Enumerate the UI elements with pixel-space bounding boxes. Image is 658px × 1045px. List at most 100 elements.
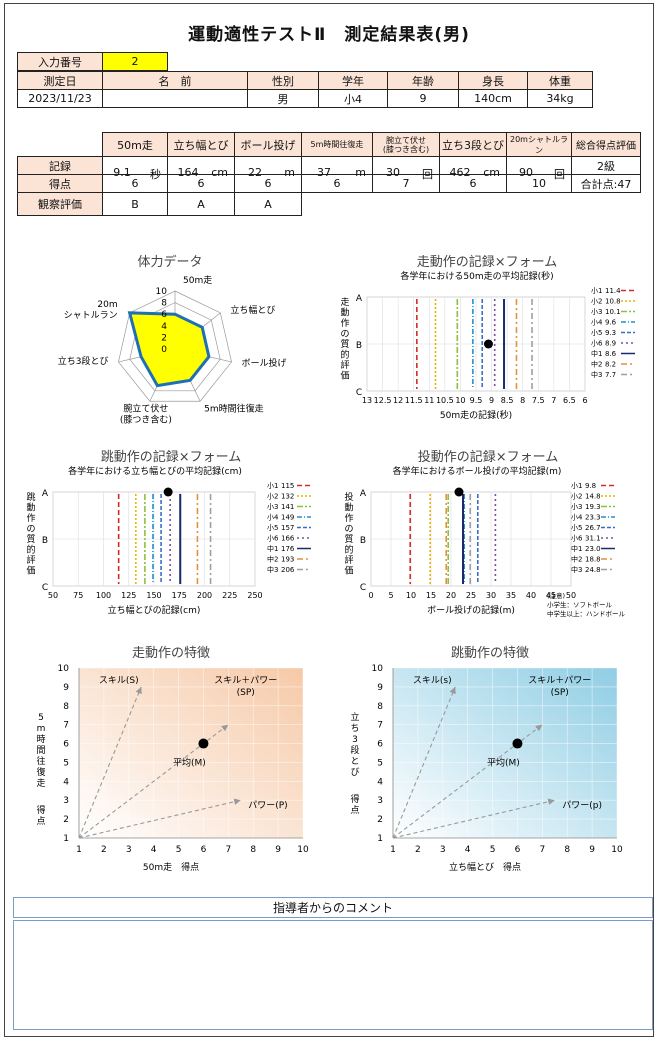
x-axis-label: 50m走 得点 — [143, 861, 199, 873]
obs-cell: B — [102, 192, 168, 216]
legend-value: 23.3 — [585, 514, 601, 522]
x-tick-label: 250 — [247, 591, 262, 600]
legend-name: 小1 — [267, 481, 278, 490]
legend-name: 中3 — [591, 370, 602, 379]
record-cell: 9.1 秒 — [102, 156, 168, 181]
x-axis-label: 立ち幅とびの記録(cm) — [108, 604, 201, 616]
legend-name: 中3 — [267, 565, 278, 574]
record-unit: cm — [483, 165, 500, 179]
legend-value: 8.6 — [605, 350, 617, 358]
legend-value: 10.1 — [605, 308, 621, 316]
jump-record-chart: 各学年における立ち幅とびの平均記録(cm) 50 75 100 125 150 175 200… — [26, 465, 311, 616]
y-axis-label: 跳動作の質的評価 — [26, 491, 35, 577]
y-axis-label: 立ち 3 段とび 得点 — [350, 711, 359, 816]
y-tick-label: 7 — [377, 721, 383, 731]
chart-note: 小学生：ソフトボール — [547, 600, 613, 609]
run-feature-chart: 11 2 2 3 3 4 4 5 5 6 6 7 7 8 8 9 9 10 10 50m走 得点 5 m 時間往復走 得点 ス… — [36, 664, 309, 873]
y-tick-label: C — [360, 583, 366, 593]
x-tick-label: 35 — [506, 591, 516, 600]
record-cell: 30 回 — [372, 156, 440, 181]
x-tick-label: 7 — [539, 845, 545, 855]
score-cell: 6 — [439, 174, 507, 193]
y-tick-label: 5 — [377, 758, 383, 768]
record-unit: m — [284, 165, 295, 179]
results-header: 20mシャトルラン — [506, 132, 572, 157]
trend-arrow — [392, 686, 456, 839]
x-tick-label: 175 — [172, 591, 187, 600]
radar-tick: 6 — [161, 310, 167, 320]
record-cell: 37 m — [301, 156, 373, 179]
x-tick-label: 8 — [520, 396, 525, 405]
x-tick-label: 15 — [426, 591, 436, 600]
radar-tick: 4 — [161, 322, 167, 332]
profile-header: 学年 — [318, 71, 388, 90]
y-tick-label: A — [360, 489, 367, 499]
legend-value: 115 — [281, 482, 294, 490]
legend-value: 23.0 — [585, 545, 601, 553]
profile-value — [102, 89, 248, 108]
run-feature-title: 走動作の特徴 — [131, 646, 210, 661]
y-tick-label: 6 — [377, 740, 383, 750]
legend-value: 7.7 — [605, 371, 616, 379]
profile-header: 測定日 — [17, 71, 103, 90]
y-tick-label: 9 — [377, 683, 383, 693]
jump-feature-section: 跳動作の特徴 1 1 2 2 3 3 4 4 5 5 6 6 7 7 8 8 9 9 10 10 立ち幅とび 得点 立ち 3… — [335, 640, 645, 884]
y-tick-label: 2 — [377, 815, 383, 825]
legend-value: 9.6 — [605, 319, 617, 327]
profile-header: 年齢 — [387, 71, 459, 90]
legend-name: 小3 — [571, 502, 582, 511]
y-tick-label: 4 — [63, 777, 69, 787]
radar-axis-label: 5m時間往復走 — [204, 402, 264, 414]
y-tick-label: B — [356, 341, 362, 351]
x-tick-label: 6 — [201, 845, 207, 855]
x-tick-label: 45 — [546, 591, 556, 600]
x-tick-label: 200 — [197, 591, 212, 600]
y-tick-label: 8 — [377, 702, 383, 712]
y-tick-label: 1 — [63, 834, 69, 844]
legend-value: 8.9 — [605, 340, 616, 348]
radar-axis-label: 20m シャトルラン — [64, 300, 118, 321]
results-header: 立ち幅とび — [167, 132, 235, 157]
x-tick-label: 50 — [566, 591, 576, 600]
record-unit: cm — [211, 165, 228, 179]
y-axis-label: 5 m 時間往復走 得点 — [36, 713, 45, 827]
radar-title: 体力データ — [137, 255, 203, 270]
results-header: ボール投げ — [234, 132, 302, 157]
y-tick-label: 10 — [58, 664, 70, 674]
x-tick-label: 150 — [146, 591, 161, 600]
x-tick-label: 3 — [126, 845, 132, 855]
trend-arrow — [78, 686, 142, 839]
x-tick-label: 225 — [222, 591, 237, 600]
y-tick-label: 3 — [377, 796, 383, 806]
legend-value: 149 — [281, 514, 294, 522]
comment-box[interactable] — [13, 920, 653, 1030]
x-tick-label: 7.5 — [532, 396, 545, 405]
radar-tick: 10 — [156, 287, 168, 297]
legend-name: 小1 — [591, 286, 602, 295]
x-axis-label: 50m走の記録(秒) — [440, 409, 512, 421]
legend-name: 小2 — [591, 297, 602, 306]
x-tick-label: 11 — [424, 396, 434, 405]
run-chart-title: 走動作の記録×フォーム — [416, 255, 558, 270]
obs-cell: A — [234, 192, 302, 216]
profile-header: 名 前 — [102, 71, 248, 90]
radar-axis-label: 腕立て伏せ(膝つき含む) — [120, 402, 172, 425]
legend-name: 中2 — [591, 360, 602, 369]
radar-axis-label: ボール投げ — [242, 357, 287, 369]
record-cell: 462 cm — [439, 156, 507, 179]
label-skill: スキル(s) — [413, 676, 452, 686]
x-tick-label: 2 — [101, 845, 107, 855]
legend-name: 中1 — [571, 544, 582, 553]
label-skill: スキル(S) — [99, 676, 139, 686]
legend-value: 157 — [281, 524, 294, 532]
y-tick-label: 5 — [63, 758, 69, 768]
legend-name: 小4 — [571, 513, 583, 522]
legend-value: 8.2 — [605, 361, 616, 369]
record-unit: 秒 — [150, 167, 161, 181]
radar-area — [127, 311, 211, 388]
x-tick-label: 7 — [225, 845, 231, 855]
legend-name: 小6 — [267, 534, 279, 543]
y-tick-label: 3 — [63, 796, 69, 806]
x-tick-label: 12.5 — [374, 396, 392, 405]
x-tick-label: 2 — [415, 845, 421, 855]
